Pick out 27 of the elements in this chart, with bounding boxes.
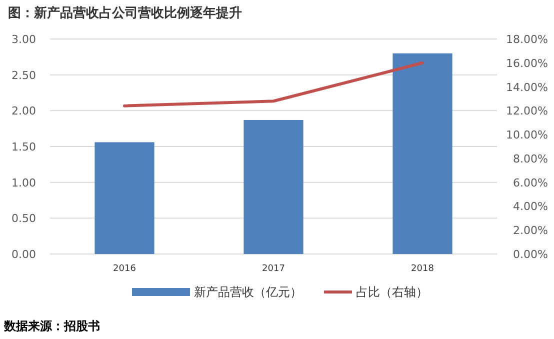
x-tick-label: 2016 — [113, 264, 136, 274]
bar — [244, 120, 304, 254]
source-note: 数据来源：招股书 — [3, 319, 100, 333]
bar — [392, 53, 452, 254]
y2-tick-label: 6.00% — [513, 176, 548, 190]
y-tick-label: 0.50 — [12, 212, 36, 226]
y2-tick-label: 18.00% — [506, 33, 548, 46]
y2-tick-label: 10.00% — [506, 128, 548, 142]
x-tick-label: 2017 — [262, 264, 285, 274]
legend-label: 占比（右轴） — [356, 285, 428, 299]
x-tick-label: 2018 — [411, 264, 434, 274]
y-tick-label: 1.50 — [12, 140, 36, 154]
chart-title: 图：新产品营收占公司营收比例逐年提升 — [8, 5, 242, 21]
y-tick-label: 2.50 — [12, 68, 36, 82]
y-tick-label: 3.00 — [12, 33, 36, 46]
y2-tick-label: 16.00% — [506, 56, 548, 70]
y2-tick-label: 14.00% — [506, 80, 548, 94]
y2-tick-label: 12.00% — [506, 104, 548, 118]
y2-tick-label: 4.00% — [513, 200, 548, 214]
y-tick-label: 2.00 — [12, 104, 36, 118]
y2-tick-label: 2.00% — [513, 224, 548, 238]
y2-tick-label: 8.00% — [513, 152, 548, 166]
y2-tick-label: 0.00% — [513, 248, 548, 261]
y-tick-label: 0.00 — [12, 248, 36, 261]
legend-label: 新产品营收（亿元） — [194, 285, 302, 299]
y-tick-label: 1.00 — [12, 176, 36, 190]
bar — [94, 142, 154, 254]
